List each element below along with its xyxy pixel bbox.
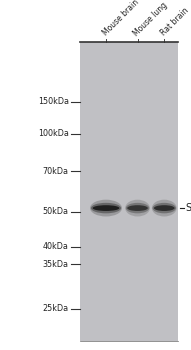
Text: Src: Src bbox=[185, 203, 191, 213]
Ellipse shape bbox=[152, 200, 177, 217]
Text: 25kDa: 25kDa bbox=[43, 304, 69, 314]
Text: Mouse lung: Mouse lung bbox=[132, 0, 170, 38]
Text: 35kDa: 35kDa bbox=[43, 260, 69, 268]
Ellipse shape bbox=[125, 200, 150, 217]
Ellipse shape bbox=[93, 205, 119, 211]
Text: 50kDa: 50kDa bbox=[43, 208, 69, 216]
Text: Mouse brain: Mouse brain bbox=[101, 0, 140, 38]
Ellipse shape bbox=[154, 205, 175, 211]
Text: 100kDa: 100kDa bbox=[38, 130, 69, 138]
Text: 40kDa: 40kDa bbox=[43, 243, 69, 252]
Ellipse shape bbox=[91, 203, 121, 214]
Ellipse shape bbox=[153, 203, 176, 214]
Ellipse shape bbox=[127, 205, 148, 211]
Text: 70kDa: 70kDa bbox=[43, 167, 69, 176]
Text: Rat brain: Rat brain bbox=[159, 6, 190, 38]
Bar bbox=[80, 42, 178, 341]
Ellipse shape bbox=[126, 203, 149, 214]
Ellipse shape bbox=[90, 200, 122, 217]
Text: 150kDa: 150kDa bbox=[38, 97, 69, 106]
